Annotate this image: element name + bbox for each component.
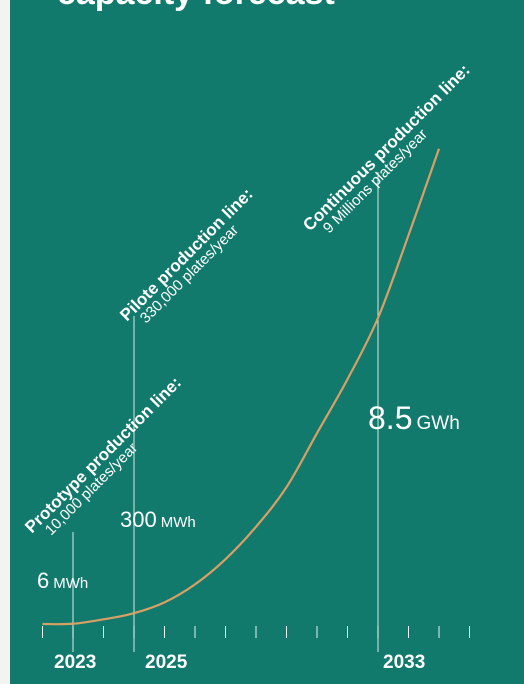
chart-canvas <box>42 148 470 652</box>
capacity-line <box>42 148 441 626</box>
year-label-2023: 2023 <box>54 652 97 673</box>
value-label-2025: 300 MWh <box>120 507 196 533</box>
value-number: 300 <box>120 507 157 532</box>
value-unit: MWh <box>160 514 196 531</box>
chart-title: capacity forecast <box>57 0 335 13</box>
value-label-2033: 8.5 GWh <box>368 400 460 437</box>
value-number: 8.5 <box>368 400 413 436</box>
value-label-2023: 6 MWh <box>37 568 88 594</box>
value-unit: MWh <box>53 575 89 592</box>
value-number: 6 <box>37 568 50 593</box>
year-label-2033: 2033 <box>383 652 426 673</box>
value-unit: GWh <box>416 413 460 434</box>
year-label-2025: 2025 <box>145 652 188 673</box>
